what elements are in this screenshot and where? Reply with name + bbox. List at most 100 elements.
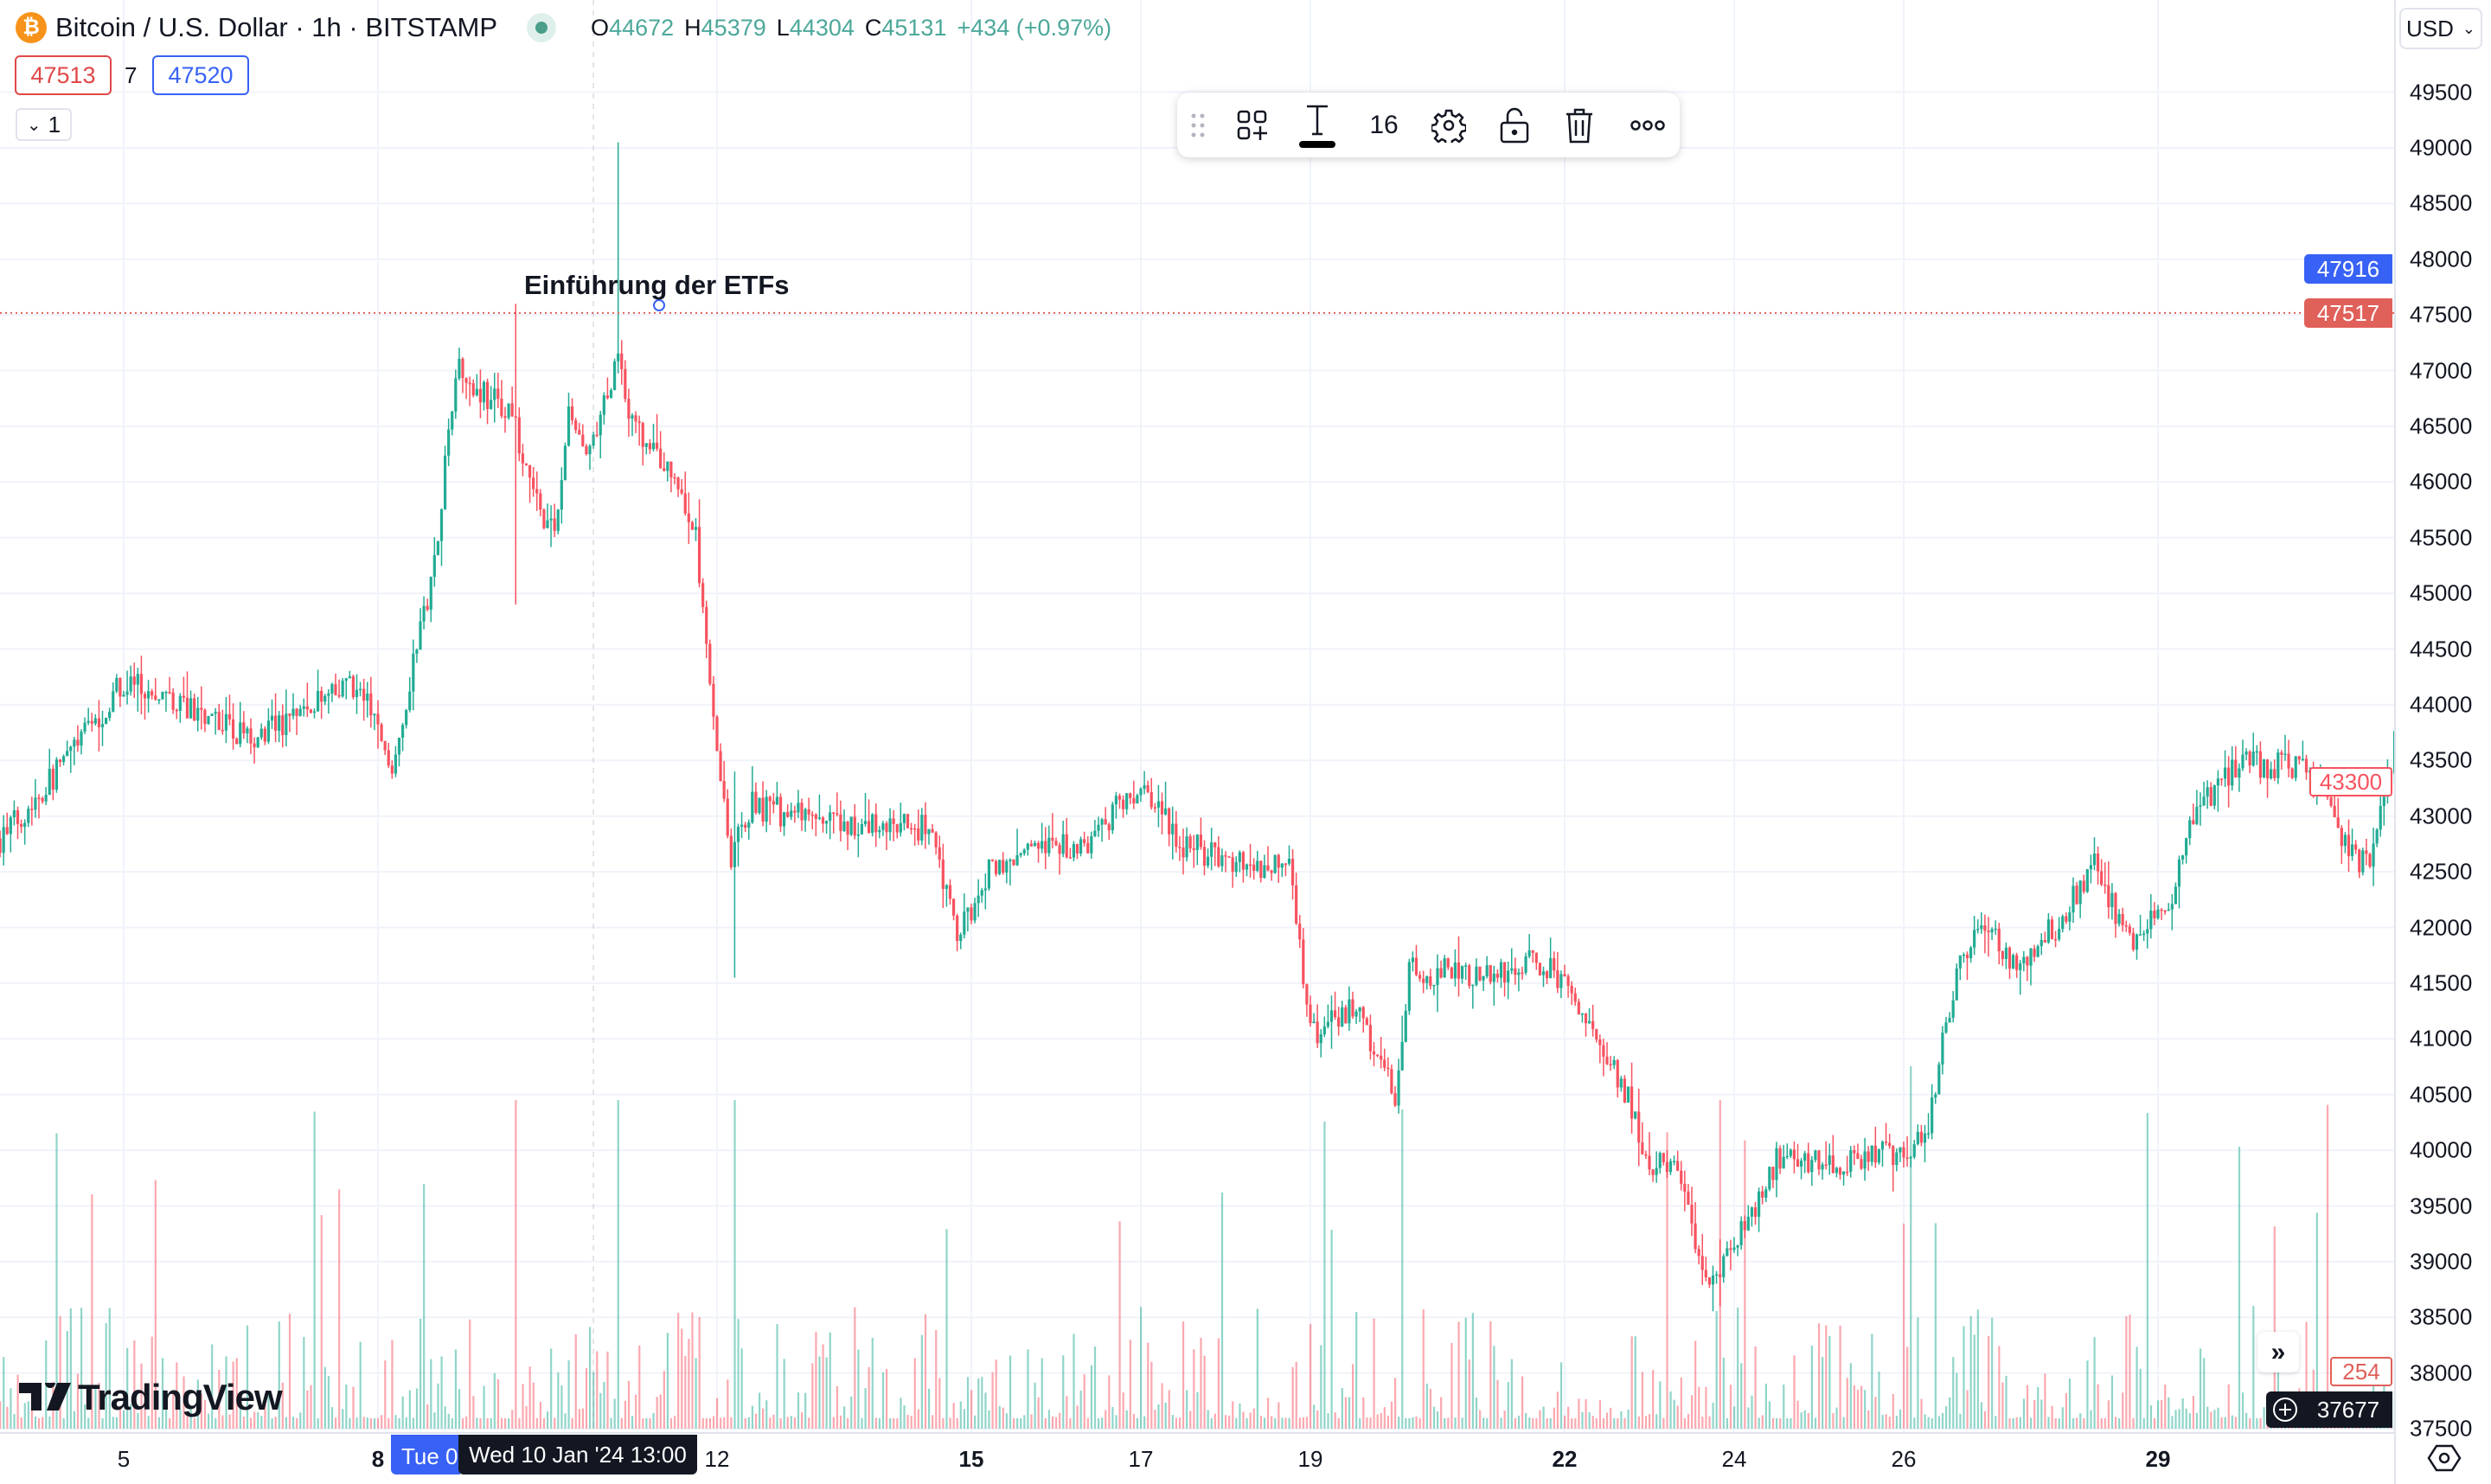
candle-body	[821, 817, 825, 824]
volume-bar	[55, 1133, 58, 1429]
more-icon[interactable]	[1630, 93, 1665, 157]
volume-bar	[1842, 1417, 1845, 1429]
candle-body	[624, 368, 627, 400]
volume-bar	[560, 1385, 563, 1429]
time-axis[interactable]	[0, 1432, 2394, 1484]
candle-body	[2270, 769, 2273, 778]
price-chart[interactable]	[0, 0, 2394, 1432]
candle-body	[924, 815, 927, 835]
volume-bar	[1924, 1414, 1926, 1429]
candle-body	[726, 798, 729, 836]
candle-body	[390, 765, 394, 774]
volume-bar	[2008, 1417, 2011, 1429]
volume-bar	[264, 1396, 266, 1429]
volume-bar	[1810, 1345, 1814, 1429]
currency-select[interactable]: USD ⌄	[2399, 8, 2482, 49]
unlock-icon[interactable]	[1500, 93, 1529, 157]
candle-body	[2223, 767, 2227, 779]
candle-body	[1432, 984, 1436, 987]
candle-body	[824, 821, 829, 824]
volume-bar	[1242, 1411, 1245, 1429]
volume-bar	[2245, 1412, 2248, 1429]
volume-bar	[1366, 1417, 1368, 1429]
candle-body	[61, 756, 66, 763]
volume-bar	[793, 1417, 797, 1429]
trash-icon[interactable]	[1565, 93, 1594, 157]
volume-bar	[20, 1417, 22, 1429]
symbol-title[interactable]: Bitcoin / U.S. Dollar · 1h · BITSTAMP	[55, 12, 498, 42]
volume-bar	[465, 1416, 468, 1429]
candle-body	[1464, 965, 1468, 967]
tradingview-logo[interactable]: TradingView	[19, 1377, 283, 1418]
volume-bar	[246, 1325, 249, 1429]
volume-bar	[186, 1416, 189, 1429]
candle-body	[1390, 1069, 1393, 1094]
candle-body	[2290, 768, 2294, 778]
volume-bar	[762, 1408, 765, 1429]
volume-bar	[1164, 1402, 1167, 1429]
candle-body	[663, 468, 666, 471]
volume-bar	[2040, 1399, 2043, 1429]
candle-body	[1097, 824, 1100, 831]
scroll-to-realtime-button[interactable]: »	[2257, 1332, 2299, 1372]
volume-bar	[1822, 1357, 1824, 1429]
candle-body	[1648, 1155, 1651, 1170]
volume-bar	[1549, 1417, 1552, 1429]
volume-bar	[69, 1308, 72, 1429]
symbol-header[interactable]: ₿ Bitcoin / U.S. Dollar · 1h · BITSTAMP …	[16, 10, 1111, 45]
candle-body	[701, 583, 705, 607]
indicators-toggle[interactable]: ⌄ 1	[16, 108, 72, 141]
candle-body	[1690, 1205, 1694, 1224]
candle-body	[122, 694, 125, 697]
buy-button[interactable]: 47520	[152, 55, 249, 95]
volume-bar	[1662, 1417, 1665, 1429]
text-color-icon[interactable]	[1299, 93, 1335, 157]
candle-body	[1623, 1078, 1627, 1103]
candle-body	[528, 464, 532, 478]
volume-bar	[1655, 1414, 1658, 1429]
candle-body	[1605, 1056, 1609, 1065]
candle-body	[1792, 1149, 1796, 1160]
tradingview-wordmark: TradingView	[78, 1377, 283, 1417]
candle-body	[1277, 854, 1280, 868]
candle-body	[9, 817, 12, 835]
chart-settings-icon[interactable]	[2427, 1441, 2462, 1475]
drag-handle-icon[interactable]	[1191, 93, 1205, 157]
volume-bar	[1553, 1407, 1555, 1429]
candle-body	[1969, 947, 1973, 959]
candle-body	[697, 527, 701, 584]
volume-bar	[1139, 1307, 1143, 1429]
volume-bar	[1044, 1417, 1047, 1429]
candle-body	[1107, 824, 1111, 831]
candle-body	[1831, 1155, 1835, 1174]
volume-bar	[1613, 1417, 1616, 1429]
volume-bar	[1595, 1417, 1598, 1429]
annotation-text[interactable]: Einführung der ETFs	[524, 270, 790, 300]
price-axis[interactable]	[2394, 0, 2491, 1484]
candle-body	[2072, 886, 2075, 912]
candle-body	[323, 695, 327, 702]
candle-body	[846, 822, 849, 835]
candle-body	[1553, 957, 1556, 971]
volume-bar	[451, 1417, 453, 1429]
volume-bar	[1591, 1416, 1594, 1429]
candle-body	[744, 824, 747, 828]
volume-bar	[2019, 1417, 2021, 1429]
volume-bar	[2238, 1146, 2241, 1429]
volume-bar	[610, 1417, 612, 1429]
volume-bar	[73, 1410, 76, 1429]
add-to-template-icon[interactable]	[1237, 93, 1268, 157]
volume-bar	[613, 1398, 616, 1429]
settings-icon[interactable]	[1431, 93, 1466, 157]
sell-button[interactable]: 47513	[15, 55, 112, 95]
candle-body	[1149, 791, 1153, 808]
volume-bar	[627, 1380, 631, 1429]
candle-body	[161, 692, 164, 700]
font-size-button[interactable]: 16	[1369, 110, 1399, 139]
candle-body	[888, 818, 892, 833]
add-alert-button[interactable]	[2266, 1391, 2304, 1428]
candle-body	[1591, 1020, 1595, 1029]
volume-bar	[2256, 1417, 2258, 1429]
candle-body	[1799, 1161, 1803, 1167]
volume-bar	[1009, 1355, 1012, 1429]
